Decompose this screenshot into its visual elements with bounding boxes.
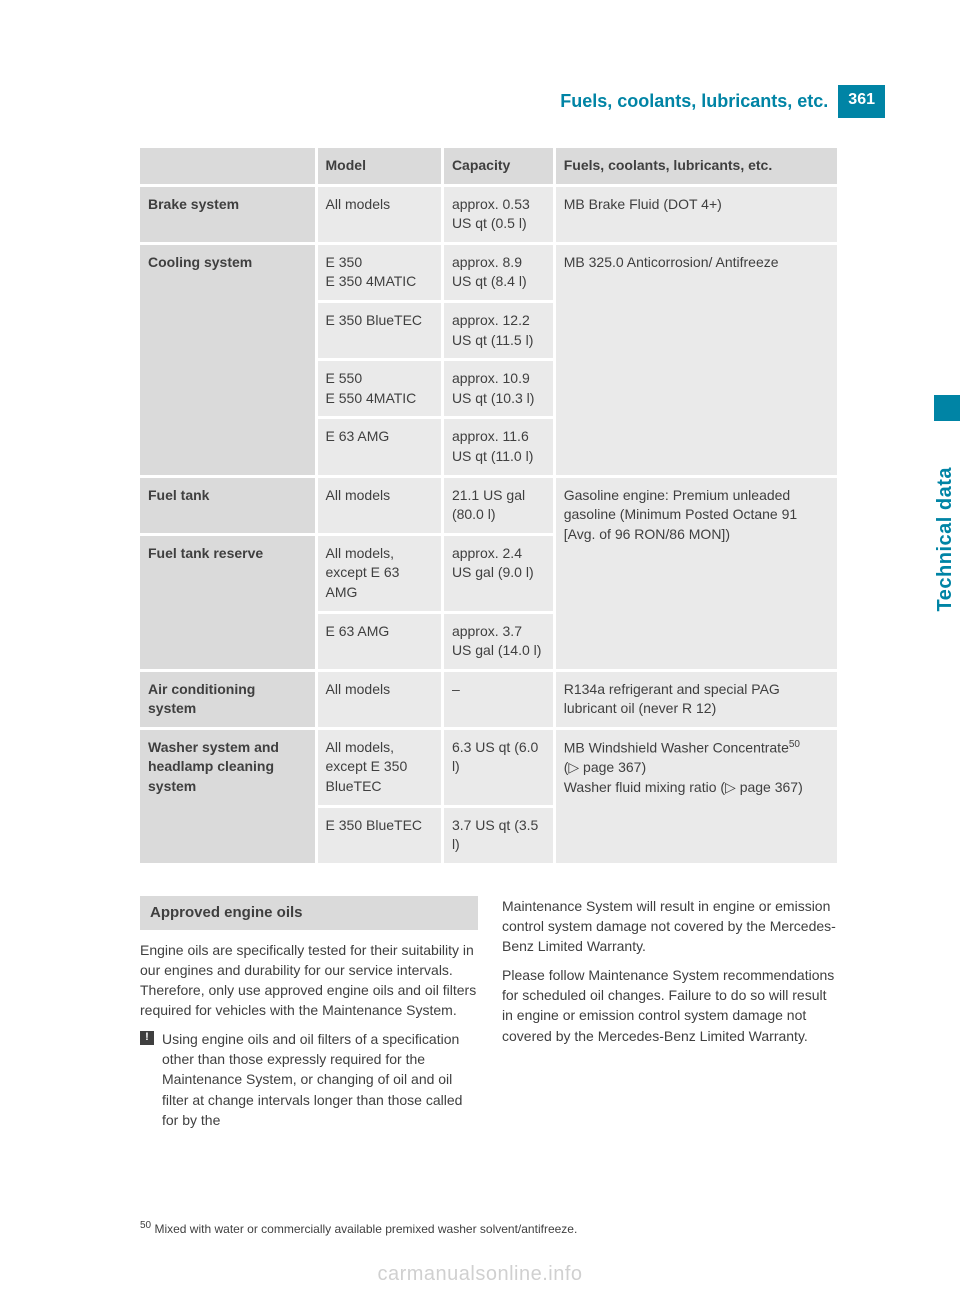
row-brake-label: Brake system [140,185,316,243]
para-1: Engine oils are specifically tested for … [140,940,478,1021]
col-blank [140,148,316,185]
cooling-model-0: E 350 E 350 4MATIC [316,243,442,301]
ac-model: All models [316,670,442,728]
page-number: 361 [838,85,885,118]
header-title: Fuels, coolants, lubricants, etc. [560,85,838,118]
fueltank-cap: 21.1 US gal (80.0 l) [442,476,554,534]
col-fluid: Fuels, coolants, lubricants, etc. [554,148,838,185]
footnote-text: Mixed with water or commercially availab… [151,1222,577,1236]
body-columns: Approved engine oils Engine oils are spe… [140,896,885,1130]
side-tab-label: Technical data [934,467,957,611]
para-3: Please follow Maintenance System recomme… [502,965,840,1046]
brake-capacity: approx. 0.53 US qt (0.5 l) [442,185,554,243]
washer-fluid-line3: Washer fluid mixing ratio (▷ page 367) [564,779,803,795]
footnote-sup: 50 [140,1220,151,1231]
fuelreserve-model-0: All models, except E 63 AMG [316,534,442,612]
cooling-model-1: E 350 BlueTEC [316,301,442,359]
washer-fluid: MB Windshield Washer Concentrate50 (▷ pa… [554,728,838,864]
ac-fluid: R134a refrigerant and special PAG lubric… [554,670,838,728]
warning-text: Using engine oils and oil filters of a s… [162,1029,478,1130]
cooling-cap-2: approx. 10.9 US qt (10.3 l) [442,360,554,418]
fuelreserve-cap-1: approx. 3.7 US gal (14.0 l) [442,612,554,670]
watermark: carmanualsonline.info [0,1263,960,1286]
washer-model-1: E 350 BlueTEC [316,806,442,864]
fueltank-model: All models [316,476,442,534]
cooling-model-2: E 550 E 550 4MATIC [316,360,442,418]
fuel-fluid: Gasoline engine: Premium unleaded gasoli… [554,476,838,670]
brake-model: All models [316,185,442,243]
spec-table: Model Capacity Fuels, coolants, lubrican… [140,148,840,866]
row-fueltank-label: Fuel tank [140,476,316,534]
cooling-cap-0: approx. 8.9 US qt (8.4 l) [442,243,554,301]
warning-row: ! Using engine oils and oil filters of a… [140,1029,478,1130]
fuelreserve-model-1: E 63 AMG [316,612,442,670]
row-washer-label: Washer system and headlamp cleaning syst… [140,728,316,864]
cooling-cap-1: approx. 12.2 US qt (11.5 l) [442,301,554,359]
section-heading: Approved engine oils [140,896,478,930]
side-tab-box [934,395,960,421]
col-right: Maintenance System will result in engine… [502,896,840,1130]
col-capacity: Capacity [442,148,554,185]
warning-icon: ! [140,1031,154,1045]
page-header: Fuels, coolants, lubricants, etc. 361 [140,85,885,118]
cooling-fluid: MB 325.0 Anticorrosion/ Antifreeze [554,243,838,476]
cooling-model-3: E 63 AMG [316,418,442,476]
washer-cap-0: 6.3 US qt (6.0 l) [442,728,554,806]
washer-fluid-sup: 50 [789,739,800,750]
fuelreserve-cap-0: approx. 2.4 US gal (9.0 l) [442,534,554,612]
row-cooling-label: Cooling system [140,243,316,476]
brake-fluid: MB Brake Fluid (DOT 4+) [554,185,838,243]
footnote: 50 Mixed with water or commercially avai… [140,1220,885,1236]
washer-cap-1: 3.7 US qt (3.5 l) [442,806,554,864]
page-container: Fuels, coolants, lubricants, etc. 361 Mo… [0,0,960,1302]
washer-fluid-line2: (▷ page 367) [564,759,646,775]
washer-fluid-line1: MB Windshield Washer Concentrate [564,740,789,756]
col-left: Approved engine oils Engine oils are spe… [140,896,478,1130]
row-ac-label: Air conditioning system [140,670,316,728]
col-model: Model [316,148,442,185]
para-2: Maintenance System will result in engine… [502,896,840,957]
cooling-cap-3: approx. 11.6 US qt (11.0 l) [442,418,554,476]
washer-model-0: All models, except E 350 BlueTEC [316,728,442,806]
side-tab: Technical data [934,421,960,611]
ac-cap: – [442,670,554,728]
row-fuelreserve-label: Fuel tank reserve [140,534,316,670]
